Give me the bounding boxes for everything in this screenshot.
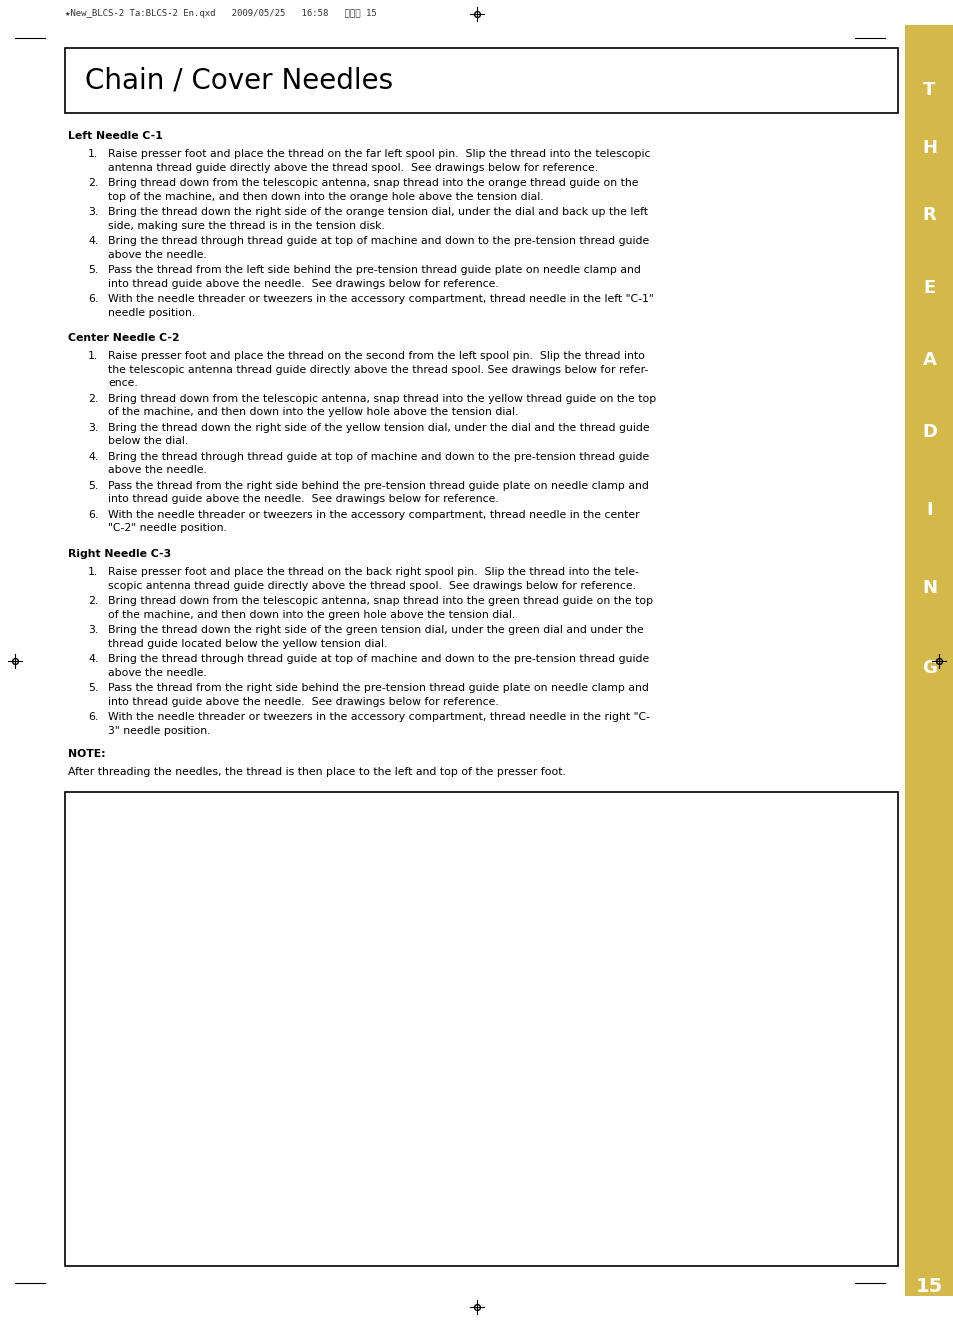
Text: N: N [921,579,936,597]
Text: T: T [923,81,935,99]
Text: G: G [922,659,936,676]
Text: 3" needle position.: 3" needle position. [108,725,211,736]
Text: NOTE:: NOTE: [68,749,106,760]
Text: With the needle threader or tweezers in the accessory compartment, thread needle: With the needle threader or tweezers in … [108,712,649,723]
Text: 2.: 2. [88,178,98,188]
Text: R: R [922,206,936,225]
Text: 1.: 1. [88,149,98,160]
Text: needle position.: needle position. [108,308,195,318]
Text: With the needle threader or tweezers in the accessory compartment, thread needle: With the needle threader or tweezers in … [108,510,639,520]
Text: Right Needle C-3: Right Needle C-3 [68,550,172,559]
Text: 4.: 4. [88,452,98,462]
Text: Bring the thread down the right side of the yellow tension dial, under the dial : Bring the thread down the right side of … [108,423,649,433]
Text: A: A [922,351,936,369]
Text: Left Needle C-1: Left Needle C-1 [68,131,163,141]
Text: Bring the thread through thread guide at top of machine and down to the pre-tens: Bring the thread through thread guide at… [108,452,649,462]
Bar [904,25,953,1296]
Text: into thread guide above the needle.  See drawings below for reference.: into thread guide above the needle. See … [108,696,498,707]
Text: Bring the thread through thread guide at top of machine and down to the pre-tens: Bring the thread through thread guide at… [108,236,649,246]
Text: After threading the needles, the thread is then place to the left and top of the: After threading the needles, the thread … [68,766,565,777]
Text: Bring thread down from the telescopic antenna, snap thread into the yellow threa: Bring thread down from the telescopic an… [108,394,656,404]
Text: 3.: 3. [88,423,98,433]
Text: ence.: ence. [108,378,137,388]
Text: Bring the thread through thread guide at top of machine and down to the pre-tens: Bring the thread through thread guide at… [108,654,649,664]
Text: ★New_BLCS-2 Ta:BLCS-2 En.qxd   2009/05/25   16:58   ページ 15: ★New_BLCS-2 Ta:BLCS-2 En.qxd 2009/05/25 … [65,9,376,18]
Text: 2.: 2. [88,596,98,606]
Text: Pass the thread from the right side behind the pre-tension thread guide plate on: Pass the thread from the right side behi… [108,481,648,491]
Text: 5.: 5. [88,683,98,694]
Text: Raise presser foot and place the thread on the back right spool pin.  Slip the t: Raise presser foot and place the thread … [108,567,639,577]
Text: antenna thread guide directly above the thread spool.  See drawings below for re: antenna thread guide directly above the … [108,162,598,173]
Text: "C-2" needle position.: "C-2" needle position. [108,523,227,534]
Text: of the machine, and then down into the green hole above the tension dial.: of the machine, and then down into the g… [108,610,515,620]
Text: 1.: 1. [88,567,98,577]
Text: above the needle.: above the needle. [108,667,207,678]
Text: H: H [921,139,936,157]
Text: the telescopic antenna thread guide directly above the thread spool. See drawing: the telescopic antenna thread guide dire… [108,365,648,375]
Text: Raise presser foot and place the thread on the far left spool pin.  Slip the thr: Raise presser foot and place the thread … [108,149,650,160]
Text: above the needle.: above the needle. [108,250,207,260]
Text: 6.: 6. [88,295,98,304]
Text: top of the machine, and then down into the orange hole above the tension dial.: top of the machine, and then down into t… [108,192,543,202]
Text: Raise presser foot and place the thread on the second from the left spool pin.  : Raise presser foot and place the thread … [108,351,644,362]
Text: 6.: 6. [88,510,98,520]
Text: above the needle.: above the needle. [108,465,207,476]
Text: D: D [921,423,936,441]
Text: E: E [923,279,935,297]
Bar [65,48,897,114]
Text: of the machine, and then down into the yellow hole above the tension dial.: of the machine, and then down into the y… [108,407,517,417]
Text: Chain / Cover Needles: Chain / Cover Needles [85,66,393,95]
Text: Center Needle C-2: Center Needle C-2 [68,333,179,343]
Text: 5.: 5. [88,481,98,491]
Text: I: I [925,501,932,519]
Text: Pass the thread from the left side behind the pre-tension thread guide plate on : Pass the thread from the left side behin… [108,266,640,275]
Text: Bring the thread down the right side of the green tension dial, under the green : Bring the thread down the right side of … [108,625,643,635]
Text: scopic antenna thread guide directly above the thread spool.  See drawings below: scopic antenna thread guide directly abo… [108,581,636,590]
Bar [65,793,897,1266]
Text: With the needle threader or tweezers in the accessory compartment, thread needle: With the needle threader or tweezers in … [108,295,653,304]
Text: Pass the thread from the right side behind the pre-tension thread guide plate on: Pass the thread from the right side behi… [108,683,648,694]
Text: 4.: 4. [88,236,98,246]
Text: into thread guide above the needle.  See drawings below for reference.: into thread guide above the needle. See … [108,279,498,289]
Text: below the dial.: below the dial. [108,436,188,446]
Text: 1.: 1. [88,351,98,362]
Text: 3.: 3. [88,207,98,217]
Text: 4.: 4. [88,654,98,664]
Text: thread guide located below the yellow tension dial.: thread guide located below the yellow te… [108,638,387,649]
Text: Bring thread down from the telescopic antenna, snap thread into the green thread: Bring thread down from the telescopic an… [108,596,653,606]
Text: side, making sure the thread is in the tension disk.: side, making sure the thread is in the t… [108,221,384,231]
Text: Bring thread down from the telescopic antenna, snap thread into the orange threa: Bring thread down from the telescopic an… [108,178,638,188]
Text: into thread guide above the needle.  See drawings below for reference.: into thread guide above the needle. See … [108,494,498,505]
Text: Bring the thread down the right side of the orange tension dial, under the dial : Bring the thread down the right side of … [108,207,647,217]
Text: 3.: 3. [88,625,98,635]
Text: 5.: 5. [88,266,98,275]
Text: 6.: 6. [88,712,98,723]
Text: 2.: 2. [88,394,98,404]
Text: 15: 15 [915,1276,943,1296]
